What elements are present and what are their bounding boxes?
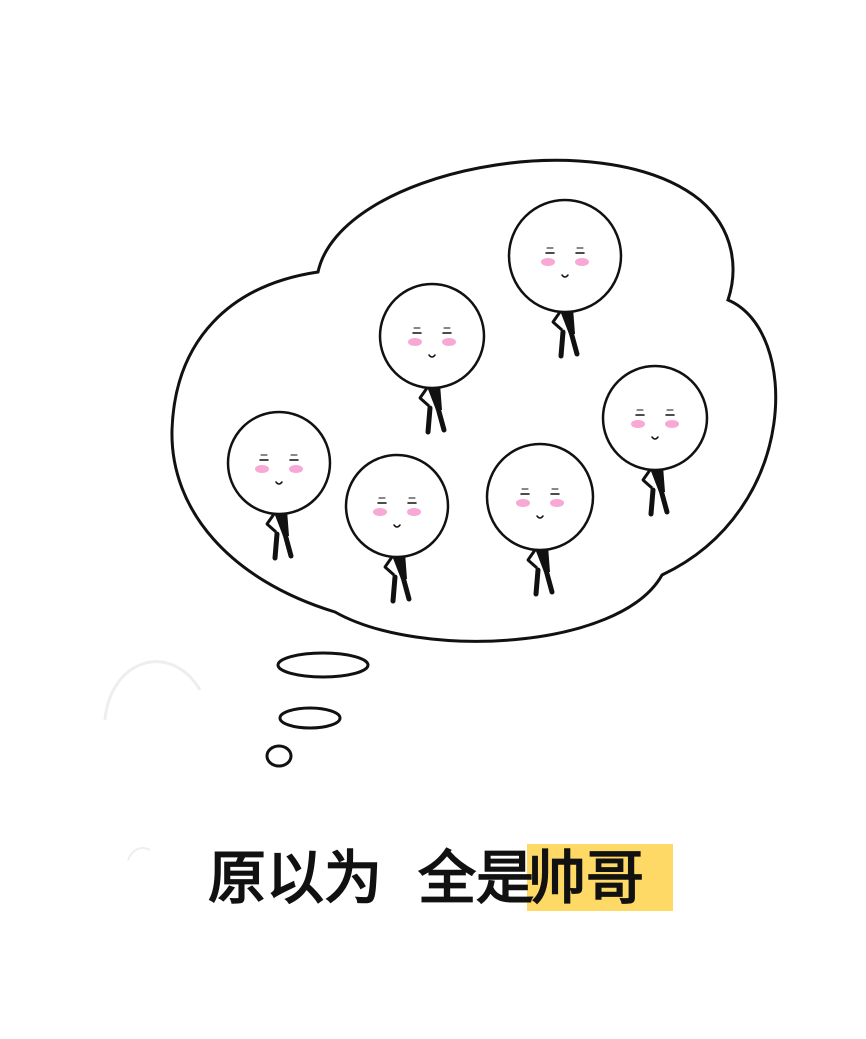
caption-part-highlighted: 帅哥 <box>528 844 645 912</box>
thought-dot-large <box>276 651 370 679</box>
figure-blush-left <box>408 338 422 346</box>
figure-arm <box>383 556 395 577</box>
figure-smile <box>536 515 544 519</box>
caption-part-2: 全是 <box>418 844 535 912</box>
figure-blush-left <box>541 258 555 266</box>
figure-body <box>426 384 442 410</box>
figure-blush-right <box>407 508 421 516</box>
figure-head <box>601 364 709 472</box>
figure-blush-right <box>575 258 589 266</box>
figure-smile <box>561 274 569 278</box>
figure-body <box>273 510 289 536</box>
figure-legs <box>533 567 555 597</box>
figure-blush-right <box>289 465 303 473</box>
figure-head <box>226 410 332 516</box>
figure-body <box>559 308 575 334</box>
figure-head <box>344 453 450 559</box>
figure-legs <box>648 487 670 517</box>
figure-body <box>534 546 550 572</box>
figure-legs <box>425 405 447 435</box>
figure-legs <box>272 531 294 561</box>
figure-legs <box>390 574 412 604</box>
caption: 原以为 全是 帅哥 <box>0 838 866 918</box>
caption-part-1: 原以为 <box>208 844 383 912</box>
thought-dot-small <box>265 744 293 768</box>
figure-5 <box>485 442 595 597</box>
figure-arm <box>526 549 538 570</box>
figure-head <box>378 282 486 390</box>
thought-dot-medium <box>278 706 342 730</box>
figure-arm <box>265 513 277 534</box>
faint-sketch-line <box>127 847 151 861</box>
figure-blush-left <box>631 420 645 428</box>
figure-arm <box>641 469 653 490</box>
figure-head <box>485 442 595 552</box>
caption-highlight <box>527 844 673 911</box>
figure-4 <box>344 453 450 604</box>
figure-legs <box>558 329 580 359</box>
figure-smile <box>275 481 283 485</box>
figure-smile <box>428 354 436 358</box>
figure-blush-right <box>550 499 564 507</box>
figure-blush-left <box>255 465 269 473</box>
figure-body <box>391 553 407 579</box>
figure-head <box>507 198 623 314</box>
figure-blush-right <box>665 420 679 428</box>
thought-bubble <box>170 158 778 643</box>
figure-blush-left <box>516 499 530 507</box>
figure-blush-right <box>442 338 456 346</box>
figure-smile <box>651 436 659 440</box>
figure-arm <box>418 387 430 408</box>
figure-arm <box>551 311 563 332</box>
figure-6 <box>601 364 709 517</box>
figure-1 <box>507 198 623 359</box>
figure-2 <box>378 282 486 435</box>
figure-body <box>649 466 665 492</box>
figure-smile <box>393 524 401 528</box>
figure-3 <box>226 410 332 561</box>
faint-sketch-arc <box>103 660 202 721</box>
figure-blush-left <box>373 508 387 516</box>
